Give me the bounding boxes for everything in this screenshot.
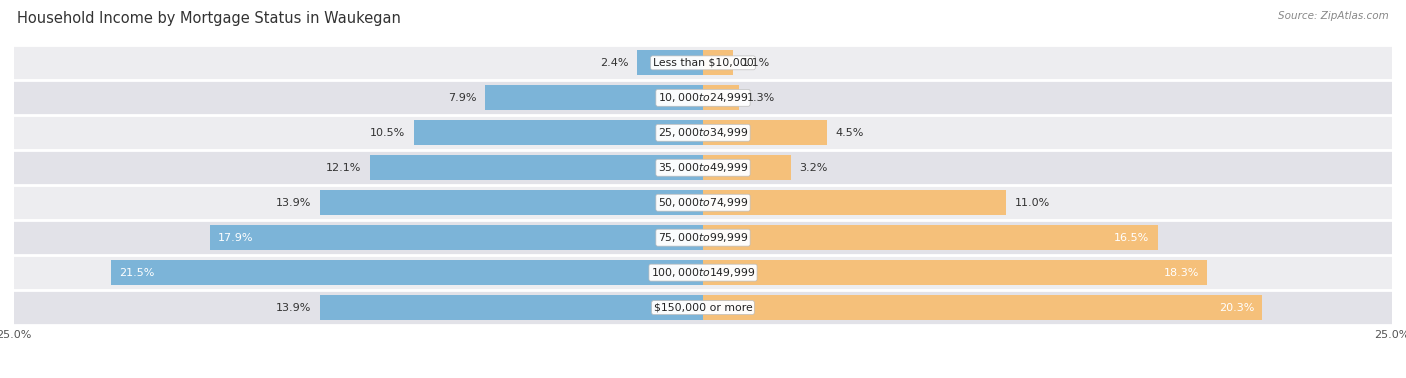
Text: 20.3%: 20.3% <box>1219 303 1254 313</box>
Text: $35,000 to $49,999: $35,000 to $49,999 <box>658 161 748 174</box>
Bar <box>321 190 703 215</box>
Text: 11.0%: 11.0% <box>1014 198 1050 208</box>
Bar <box>14 185 1392 220</box>
Bar <box>14 290 1392 325</box>
Bar <box>703 155 792 180</box>
Text: Household Income by Mortgage Status in Waukegan: Household Income by Mortgage Status in W… <box>17 11 401 26</box>
Bar <box>321 295 703 320</box>
Text: 12.1%: 12.1% <box>326 163 361 173</box>
Bar <box>14 115 1392 150</box>
Bar <box>14 220 1392 255</box>
Bar <box>14 150 1392 185</box>
Text: 13.9%: 13.9% <box>277 303 312 313</box>
Bar <box>111 260 703 285</box>
Text: 13.9%: 13.9% <box>277 198 312 208</box>
Text: 18.3%: 18.3% <box>1164 268 1199 277</box>
Text: 1.1%: 1.1% <box>741 58 770 68</box>
Text: 21.5%: 21.5% <box>118 268 155 277</box>
Text: $50,000 to $74,999: $50,000 to $74,999 <box>658 196 748 209</box>
Text: $25,000 to $34,999: $25,000 to $34,999 <box>658 126 748 139</box>
Text: 1.3%: 1.3% <box>747 93 775 103</box>
Text: 7.9%: 7.9% <box>449 93 477 103</box>
Bar <box>703 85 738 110</box>
Text: $100,000 to $149,999: $100,000 to $149,999 <box>651 266 755 279</box>
Text: $10,000 to $24,999: $10,000 to $24,999 <box>658 91 748 104</box>
Bar <box>14 45 1392 81</box>
Text: 3.2%: 3.2% <box>800 163 828 173</box>
Text: 4.5%: 4.5% <box>835 128 863 138</box>
Bar <box>209 225 703 250</box>
Text: $150,000 or more: $150,000 or more <box>654 303 752 313</box>
Bar <box>703 50 734 76</box>
Bar <box>637 50 703 76</box>
Bar <box>703 295 1263 320</box>
Bar <box>703 120 827 146</box>
Text: Source: ZipAtlas.com: Source: ZipAtlas.com <box>1278 11 1389 21</box>
Text: 10.5%: 10.5% <box>370 128 405 138</box>
Bar <box>14 255 1392 290</box>
Text: Less than $10,000: Less than $10,000 <box>652 58 754 68</box>
Bar <box>370 155 703 180</box>
Bar <box>703 260 1208 285</box>
Bar <box>703 225 1157 250</box>
Bar <box>703 190 1007 215</box>
Bar <box>485 85 703 110</box>
Text: 16.5%: 16.5% <box>1114 233 1150 243</box>
Text: $75,000 to $99,999: $75,000 to $99,999 <box>658 231 748 244</box>
Text: 17.9%: 17.9% <box>218 233 253 243</box>
Legend: Without Mortgage, With Mortgage: Without Mortgage, With Mortgage <box>561 374 845 378</box>
Text: 2.4%: 2.4% <box>600 58 628 68</box>
Bar <box>14 81 1392 115</box>
Bar <box>413 120 703 146</box>
